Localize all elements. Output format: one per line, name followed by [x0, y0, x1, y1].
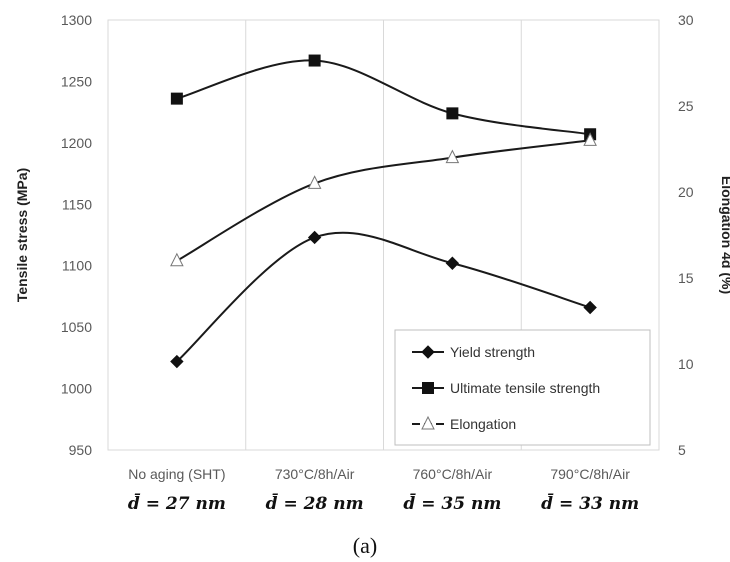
figure-caption: (a)	[353, 533, 377, 558]
y2-tick-label: 15	[678, 270, 694, 286]
y2-tick-label: 30	[678, 12, 694, 28]
x-tick-label: 760°C/8h/Air	[413, 466, 493, 482]
yield-strength-point	[309, 231, 321, 243]
legend-label-elongation: Elongation	[450, 416, 516, 432]
y2-tick-label: 25	[678, 98, 694, 114]
x-tick-sublabel: d̄ = 35 nm	[403, 493, 501, 514]
y-tick-label: 950	[69, 442, 93, 458]
y2-axis-title: Elongation 4d (%)	[719, 176, 730, 294]
x-tick-sublabel: d̄ = 28 nm	[266, 493, 364, 514]
y-tick-label: 1200	[61, 135, 92, 151]
y2-tick-label: 20	[678, 184, 694, 200]
yield-strength-point	[584, 301, 596, 313]
legend-label-yield-strength: Yield strength	[450, 344, 535, 360]
yield-strength-point	[446, 257, 458, 269]
right-axis-ticks: 5 10 15 20 25 30	[678, 12, 694, 458]
y-tick-label: 1250	[61, 73, 92, 89]
x-tick-sublabel: d̄ = 33 nm	[541, 493, 639, 514]
x-tick-label: 790°C/8h/Air	[550, 466, 630, 482]
y-tick-label: 1050	[61, 319, 92, 335]
legend: Yield strength Ultimate tensile strength E…	[395, 330, 650, 445]
y-tick-label: 1300	[61, 12, 92, 28]
x-axis-ticks: No aging (SHT) d̄ = 27 nm 730°C/8h/Air d̄ =…	[128, 466, 639, 514]
y-axis-title: Tensile stress (MPa)	[14, 168, 30, 302]
left-axis-ticks: 950 1000 1050 1100 1150 1200 1250 1300	[61, 12, 92, 458]
ultimate-tensile-strength-point	[171, 93, 183, 105]
y-tick-label: 1150	[62, 196, 92, 212]
elongation-point	[171, 254, 183, 266]
y-tick-label: 1000	[61, 381, 92, 397]
ultimate-tensile-strength-point	[309, 55, 321, 67]
x-tick-label: No aging (SHT)	[128, 466, 225, 482]
y2-tick-label: 10	[678, 356, 694, 372]
y2-tick-label: 5	[678, 442, 686, 458]
y-tick-label: 1100	[62, 258, 92, 274]
x-tick-sublabel: d̄ = 27 nm	[128, 493, 226, 514]
ultimate-tensile-strength-point	[446, 107, 458, 119]
legend-marker-ultimate-tensile-strength	[422, 382, 434, 394]
legend-label-ultimate-tensile-strength: Ultimate tensile strength	[450, 380, 600, 396]
x-tick-label: 730°C/8h/Air	[275, 466, 355, 482]
